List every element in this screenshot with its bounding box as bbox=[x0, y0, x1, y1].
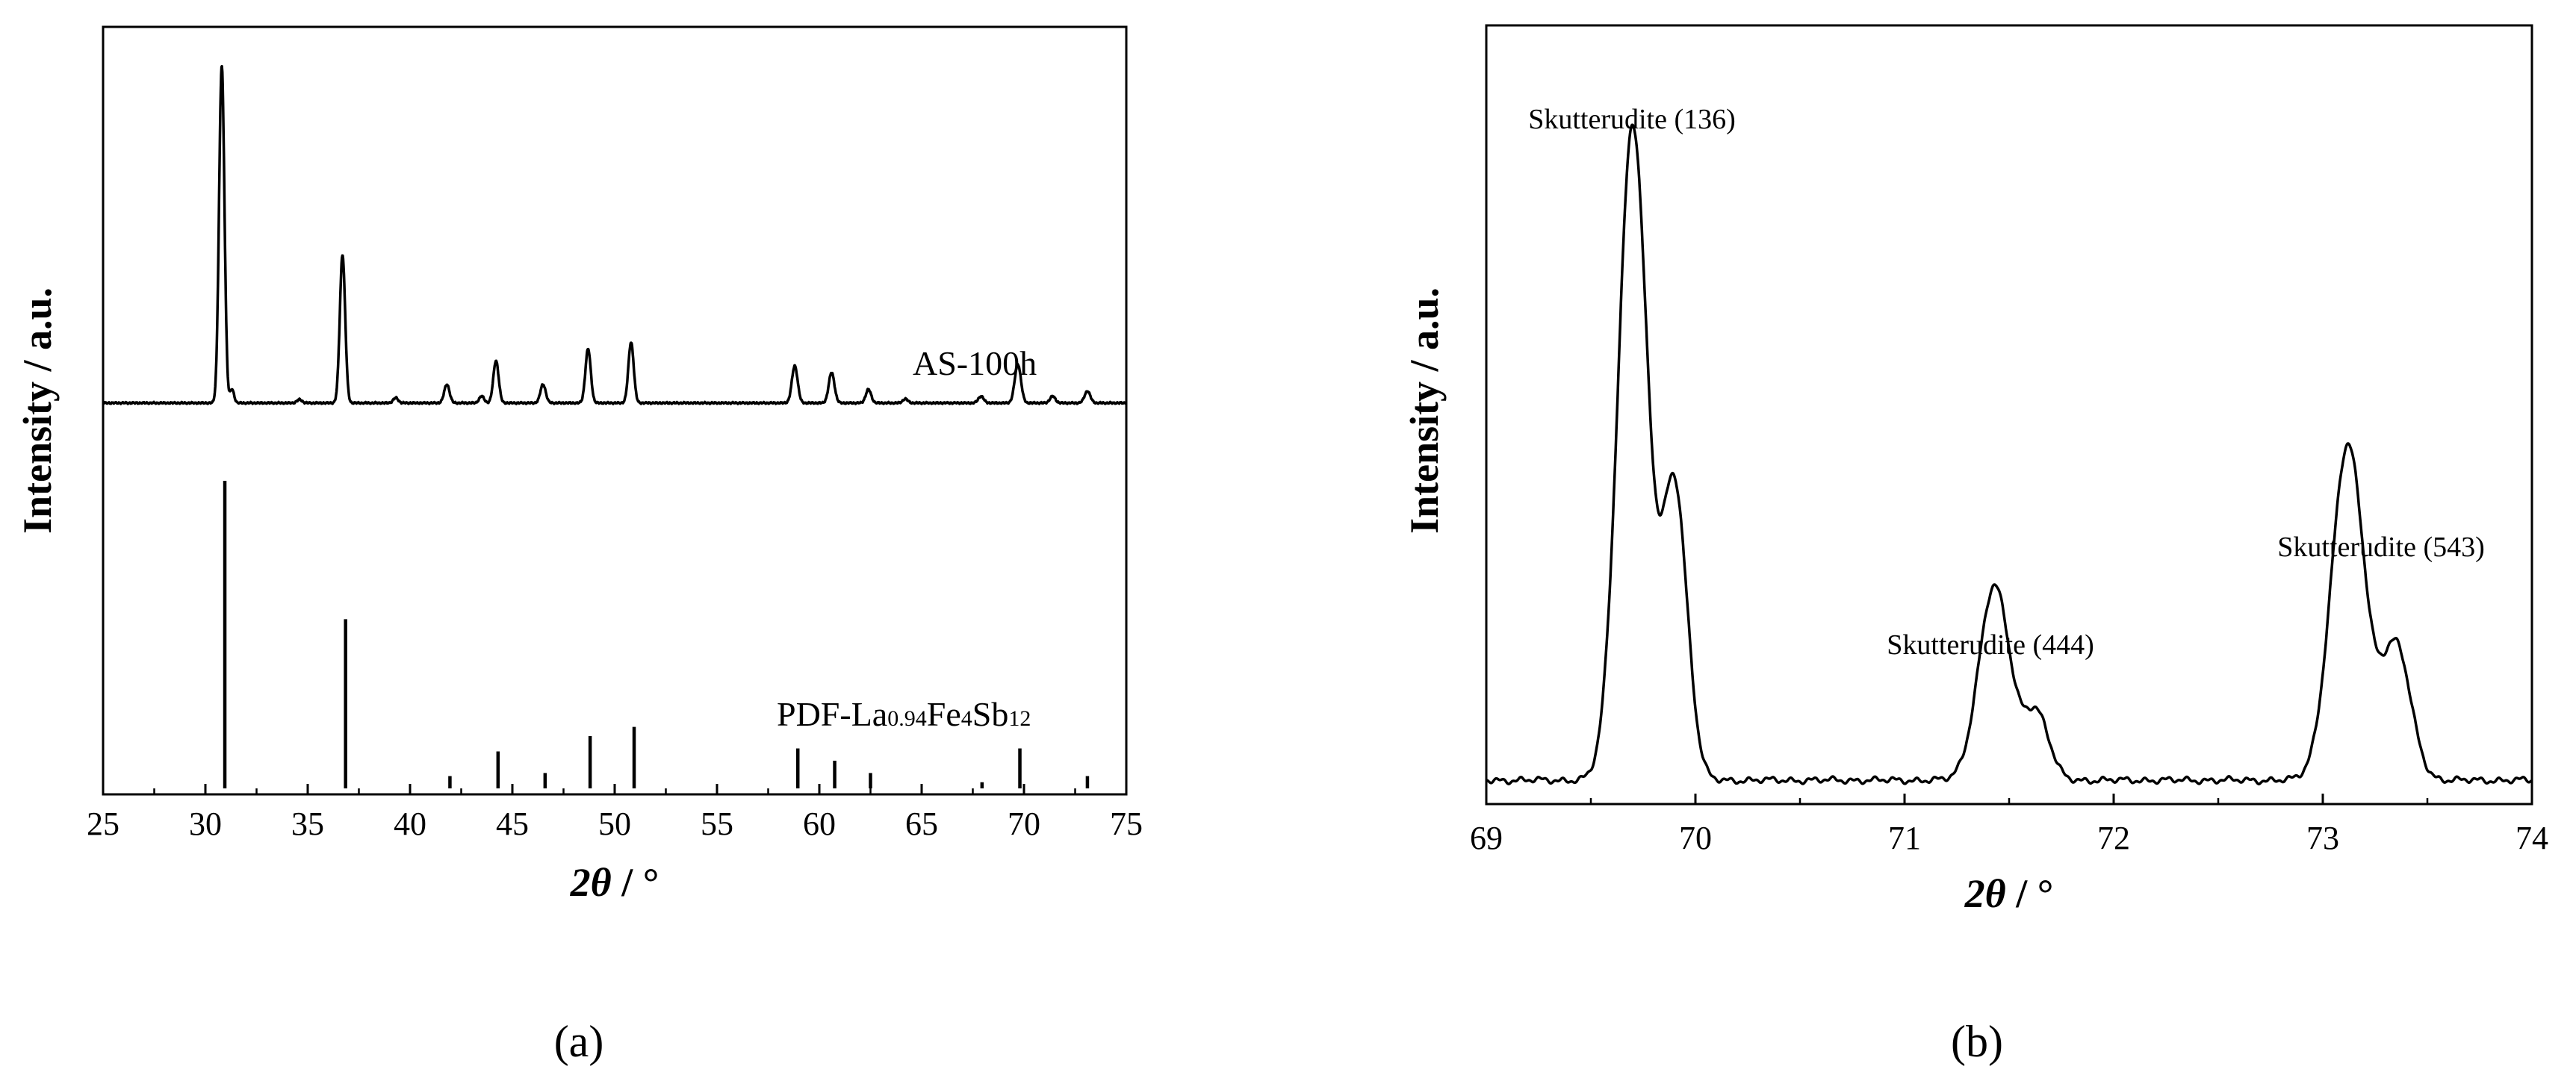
panel-a-x-tick-label: 50 bbox=[598, 806, 631, 842]
pdf-reference-label: PDF-La0.94Fe4Sb12 bbox=[777, 695, 1031, 733]
panel-b-x-tick-label: 70 bbox=[1679, 820, 1712, 856]
zoom-xrd-line bbox=[1486, 123, 2533, 785]
annotation-543: Skutterudite (543) bbox=[2277, 532, 2485, 563]
panel-b-plot-frame bbox=[1485, 24, 2533, 806]
panel-a-x-tick-label: 70 bbox=[1008, 806, 1040, 842]
panel-a-x-tick-label: 75 bbox=[1110, 806, 1143, 842]
panel-a-x-tick-label: 25 bbox=[87, 806, 120, 842]
pdf-label-mid: Fe bbox=[927, 695, 961, 733]
panel-a-chart: 25 30 35 40 45 50 55 60 65 70 75 AS-100h PDF-La0.9… bbox=[15, 25, 1143, 1066]
pdf-reference-sticks bbox=[223, 481, 1090, 788]
panel-a-label: (a) bbox=[554, 1017, 604, 1066]
panel-b-x-tick-label: 69 bbox=[1470, 820, 1503, 856]
panel-b-x-symbol: 2θ bbox=[1964, 871, 2006, 916]
panel-a-x-tick-label: 30 bbox=[189, 806, 222, 842]
panel-b-y-axis-title: Intensity / a.u. bbox=[1402, 287, 1447, 534]
panel-a-x-symbol: 2θ bbox=[570, 860, 612, 905]
panel-a-x-tick-label: 35 bbox=[291, 806, 324, 842]
panel-b-x-unit: / ° bbox=[2006, 871, 2054, 916]
panel-a-x-unit: / ° bbox=[612, 860, 659, 905]
panel-b-x-tick-labels: 69 70 71 72 73 74 bbox=[1470, 820, 2548, 856]
pdf-label-main: PDF-La bbox=[777, 695, 887, 733]
as-100h-label: AS-100h bbox=[913, 344, 1037, 382]
pdf-label-sub3: 12 bbox=[1008, 706, 1031, 731]
panel-b-chart: 69 70 71 72 73 74 Skutterudite (136) Skutteru… bbox=[1402, 24, 2548, 1066]
panel-b-x-tick-label: 73 bbox=[2306, 820, 2339, 856]
panel-a-x-tick-label: 65 bbox=[905, 806, 938, 842]
panel-b-x-tick-label: 71 bbox=[1888, 820, 1921, 856]
annotation-444: Skutterudite (444) bbox=[1887, 629, 2094, 661]
panel-a-x-axis-title: 2θ / ° bbox=[570, 860, 659, 905]
pdf-label-end: Sb bbox=[972, 695, 1009, 733]
panel-a-x-tick-label: 55 bbox=[701, 806, 733, 842]
panel-a-y-axis-title: Intensity / a.u. bbox=[15, 287, 60, 534]
panel-a-x-tick-label: 60 bbox=[803, 806, 836, 842]
panel-b-x-tick-label: 74 bbox=[2516, 820, 2548, 856]
panel-b-label: (b) bbox=[1951, 1017, 2003, 1066]
panel-a-x-tick-label: 45 bbox=[496, 806, 529, 842]
annotation-136: Skutterudite (136) bbox=[1528, 104, 1736, 135]
panel-b-x-tick-label: 72 bbox=[2097, 820, 2130, 856]
panel-b-x-ticks bbox=[1485, 794, 2533, 804]
panel-b-x-axis-title: 2θ / ° bbox=[1964, 871, 2054, 916]
panel-a-x-tick-labels: 25 30 35 40 45 50 55 60 65 70 75 bbox=[87, 806, 1143, 842]
panel-a-plot-frame bbox=[102, 25, 1128, 796]
panel-a-x-ticks bbox=[102, 784, 1128, 794]
pdf-label-sub2: 4 bbox=[961, 706, 972, 731]
pdf-label-sub1: 0.94 bbox=[887, 706, 927, 731]
as-100h-line bbox=[102, 64, 1128, 405]
panel-a-x-tick-label: 40 bbox=[394, 806, 426, 842]
